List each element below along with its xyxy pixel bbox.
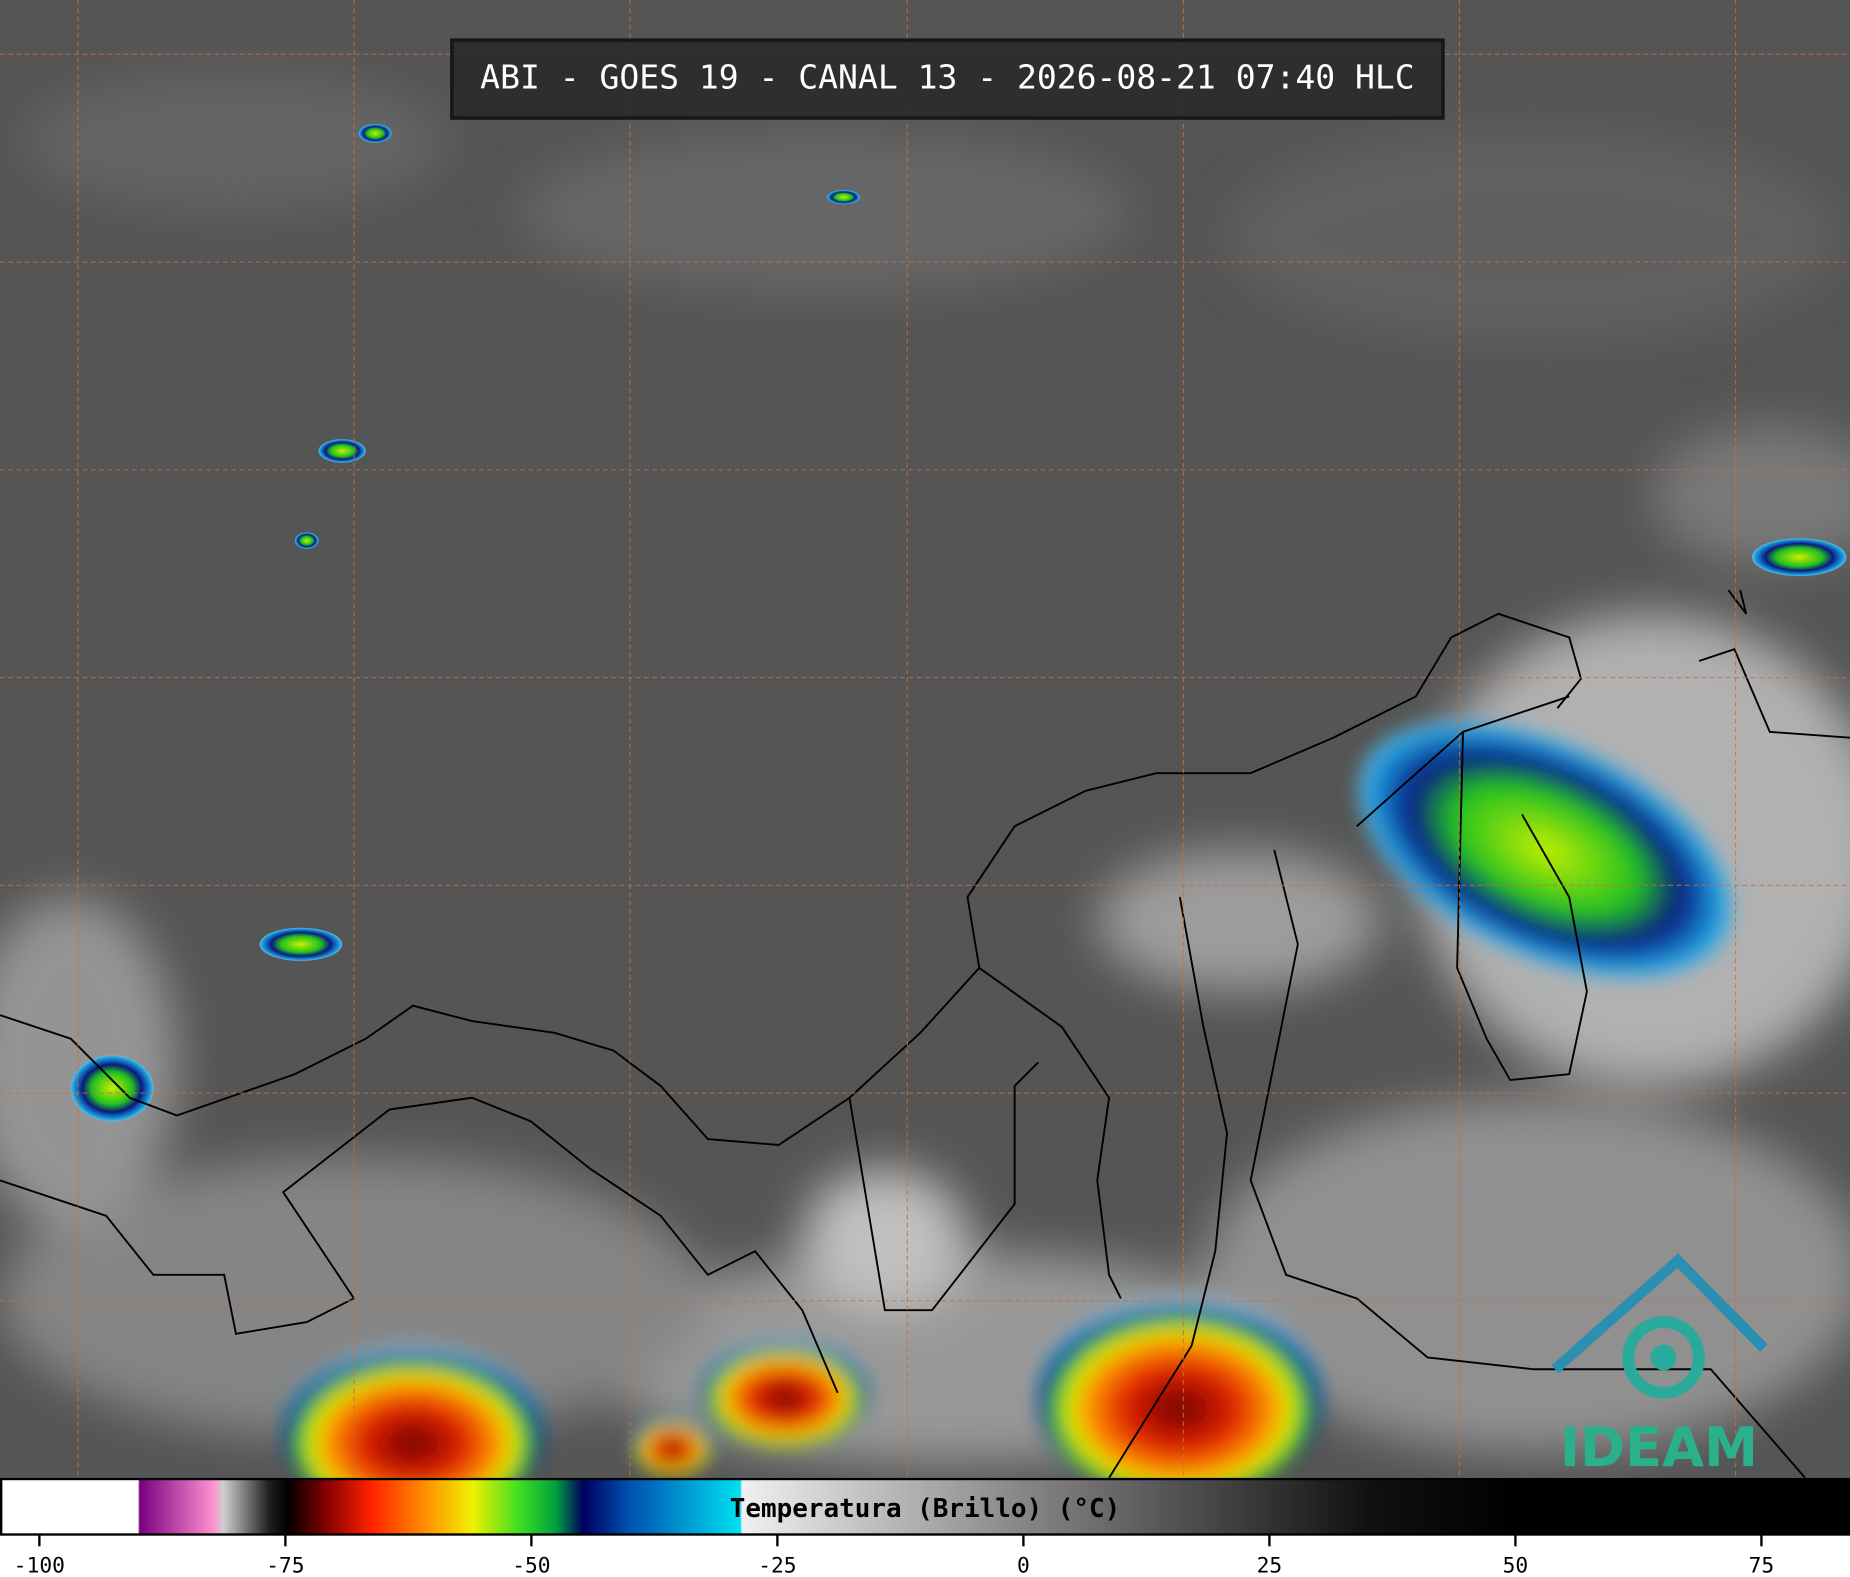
colorbar-label: Temperatura (Brillo) (°C) <box>730 1494 1121 1524</box>
tick-label: -25 <box>758 1553 796 1577</box>
title: ABI - GOES 19 - CANAL 13 - 2026-08-21 07… <box>480 58 1414 97</box>
coastlines <box>0 589 1850 1479</box>
tick-label: 25 <box>1257 1553 1283 1577</box>
colorbar <box>0 1477 1850 1536</box>
logo-text: IDEAM <box>1560 1416 1758 1479</box>
tick-label: -100 <box>14 1553 65 1577</box>
logo: IDEAM <box>1551 1253 1768 1479</box>
tick-label: 75 <box>1749 1553 1775 1577</box>
tick-label: 0 <box>1017 1553 1030 1577</box>
title-box <box>450 38 1445 120</box>
tick-label: -50 <box>512 1553 550 1577</box>
tick-label: -75 <box>266 1553 304 1577</box>
colorbar-ticks: -100 -75 -50 -25 0 25 50 75 <box>14 1534 1775 1577</box>
tick-label: 50 <box>1503 1553 1529 1577</box>
